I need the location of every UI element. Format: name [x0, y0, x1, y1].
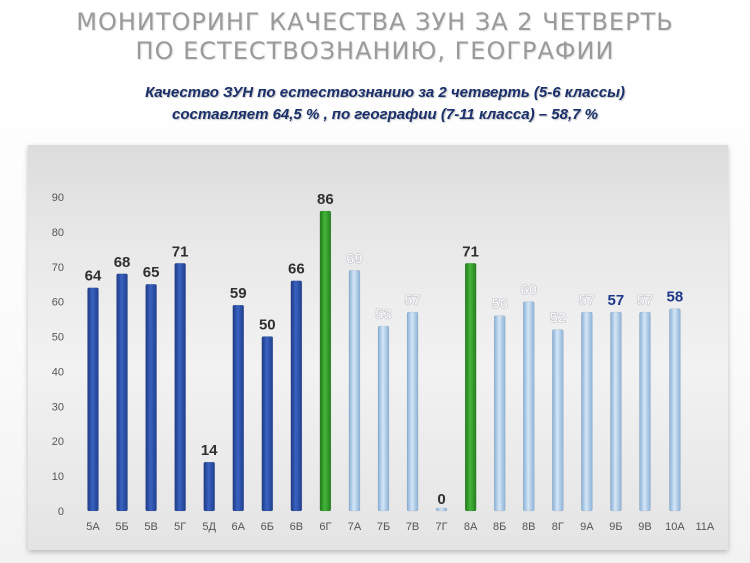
data-labels-group: 64 68 65 71 14 59 50 66 86 69 53 57 0 71 56 60 52 57 57 57 5… [85, 191, 684, 508]
bar [464, 263, 477, 512]
y-tick-label: 10 [52, 471, 64, 483]
bar [348, 270, 361, 512]
page-title-line-1: МОНИТОРИНГ КАЧЕСТВА ЗУН ЗА 2 ЧЕТВЕРТЬ [76, 8, 674, 36]
data-label: 68 [114, 254, 131, 271]
x-tick-label: 10А [665, 521, 685, 533]
data-label: 50 [259, 317, 276, 334]
bar [552, 329, 564, 512]
bar [174, 263, 186, 512]
data-label: 52 [549, 310, 566, 327]
x-tick-label: 7В [406, 521, 419, 533]
y-tick-label: 0 [58, 506, 64, 518]
x-tick-label: 7Б [377, 521, 390, 533]
x-tick-label: 11А [695, 521, 714, 533]
x-tick-label: 9Б [609, 521, 622, 533]
subtitle-line-2: составляет 64,5 % , по географии (7-11 к… [171, 106, 598, 123]
bar [232, 304, 244, 512]
y-tick-label: 40 [52, 366, 64, 378]
x-tick-label: 8Г [552, 521, 564, 533]
data-label: 58 [667, 289, 684, 306]
data-label: 57 [608, 292, 625, 309]
data-label: 60 [520, 282, 537, 299]
x-tick-label: 6Б [261, 521, 274, 533]
data-label: 14 [201, 442, 218, 459]
x-tick-label: 8А [464, 521, 478, 533]
y-tick-label: 60 [52, 297, 64, 309]
x-axis-ticks: 5А 5Б 5В 5Г 5Д 6А 6Б 6В 6Г 7А 7Б 7В 7Г 8А 8Б 8В 8Г 9А 9Б 9В… [86, 521, 715, 533]
data-label: 56 [491, 296, 508, 313]
x-tick-label: 6А [232, 521, 246, 533]
bar [290, 280, 303, 512]
bar [203, 461, 215, 512]
y-tick-label: 80 [52, 227, 64, 239]
y-tick-label: 30 [52, 401, 64, 413]
x-tick-label: 9А [580, 521, 594, 533]
x-tick-label: 6В [290, 521, 303, 533]
x-tick-label: 5Д [202, 521, 216, 533]
bar [319, 210, 332, 512]
bar [610, 311, 622, 512]
bar [435, 507, 448, 512]
y-axis-ticks: 0 10 20 30 40 50 60 70 80 90 [52, 192, 64, 518]
data-label: 71 [462, 243, 479, 260]
data-label: 59 [230, 285, 247, 302]
data-label: 57 [404, 292, 421, 309]
y-tick-label: 70 [52, 262, 64, 274]
data-label: 53 [375, 306, 392, 323]
bar [523, 301, 535, 512]
data-label: 86 [317, 191, 334, 208]
x-tick-label: 5А [86, 521, 100, 533]
bar [261, 336, 274, 512]
bar-chart: 0 10 20 30 40 50 60 70 80 90 64 68 65 71 14 59 50 66 86 69… [52, 191, 715, 533]
data-label: 0 [437, 491, 445, 508]
bar [639, 311, 651, 512]
x-tick-label: 5Б [115, 521, 128, 533]
x-tick-label: 7Г [436, 521, 448, 533]
x-tick-label: 5В [144, 521, 157, 533]
x-tick-label: 8Б [493, 521, 506, 533]
bar [377, 325, 390, 512]
bars-group [87, 210, 681, 512]
bar [669, 308, 681, 512]
data-label: 71 [172, 243, 189, 260]
data-label: 65 [143, 264, 160, 281]
bar [406, 311, 419, 512]
data-label: 57 [637, 292, 654, 309]
data-label: 69 [346, 250, 363, 267]
y-tick-label: 50 [52, 332, 64, 344]
data-label: 64 [85, 268, 102, 285]
x-tick-label: 7А [348, 521, 362, 533]
x-tick-label: 9В [638, 521, 651, 533]
bar [116, 273, 128, 512]
data-label: 57 [579, 292, 596, 309]
subtitle-line-1: Качество ЗУН по естествознанию за 2 четв… [145, 84, 625, 101]
y-tick-label: 90 [52, 192, 64, 204]
bar [87, 287, 99, 512]
x-tick-label: 5Г [174, 521, 186, 533]
bar [581, 311, 593, 512]
x-tick-label: 8В [522, 521, 535, 533]
chart-panel: 0 10 20 30 40 50 60 70 80 90 64 68 65 71 14 59 50 66 86 69… [28, 145, 728, 550]
bar [493, 315, 506, 512]
x-tick-label: 6Г [319, 521, 331, 533]
y-tick-label: 20 [52, 436, 64, 448]
page-title-line-2: ПО ЕСТЕСТВОЗНАНИЮ, ГЕОГРАФИИ [135, 37, 615, 65]
bar [145, 283, 157, 512]
data-label: 66 [288, 261, 305, 278]
